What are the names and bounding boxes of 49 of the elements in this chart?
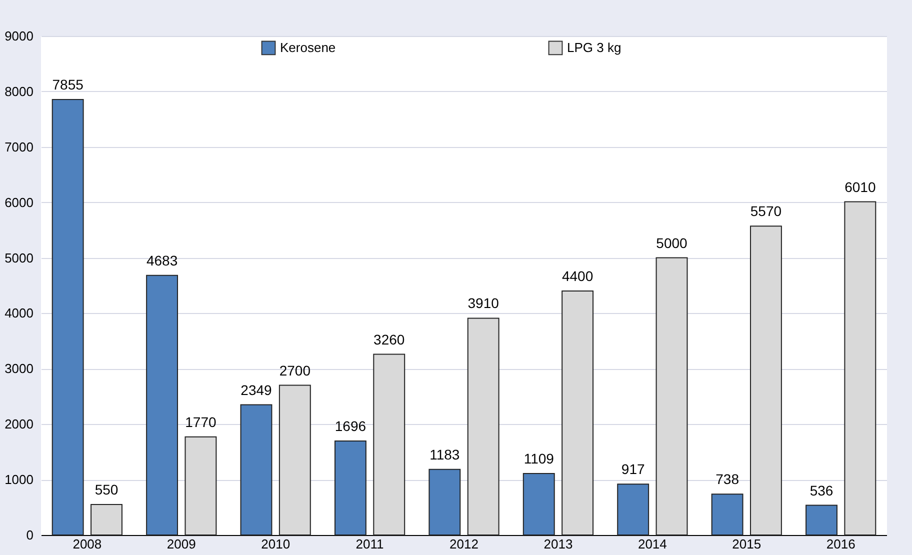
data-label: 6010 xyxy=(844,178,876,195)
bar xyxy=(52,98,84,536)
bar xyxy=(334,440,366,536)
y-tick-label: 6000 xyxy=(4,194,34,210)
x-tick-label: 2008 xyxy=(72,536,102,552)
data-label: 2349 xyxy=(240,382,272,398)
legend-label: LPG 3 kg xyxy=(567,40,622,55)
data-label: 4683 xyxy=(146,252,178,268)
data-label: 738 xyxy=(716,471,740,488)
x-tick-label: 2015 xyxy=(732,536,762,552)
y-tick-label: 9000 xyxy=(4,28,34,44)
y-tick-label: 3000 xyxy=(4,361,34,376)
bar xyxy=(146,274,178,536)
data-label: 550 xyxy=(94,482,118,498)
bar xyxy=(240,404,272,536)
data-label: 1696 xyxy=(334,418,366,434)
data-label: 1109 xyxy=(524,450,554,467)
x-tick-label: 2016 xyxy=(826,536,856,552)
data-label: 917 xyxy=(621,461,645,478)
data-label: 4400 xyxy=(562,268,594,284)
data-label: 7855 xyxy=(52,76,84,92)
bar xyxy=(428,468,461,536)
bar xyxy=(90,504,122,536)
x-tick-label: 2013 xyxy=(544,536,573,552)
data-label: 1770 xyxy=(185,414,216,430)
legend-label: Kerosene xyxy=(280,40,336,55)
y-tick-label: 2000 xyxy=(4,416,34,432)
x-tick-label: 2014 xyxy=(638,536,667,552)
x-tick-label: 2012 xyxy=(450,536,478,552)
bar xyxy=(522,473,555,536)
y-tick-label: 8000 xyxy=(4,84,34,99)
data-label: 2700 xyxy=(279,362,311,378)
data-label: 5000 xyxy=(656,234,688,251)
data-label: 536 xyxy=(810,482,834,498)
y-tick-label: 4000 xyxy=(4,306,34,321)
data-label: 3910 xyxy=(468,295,500,312)
data-label: 5570 xyxy=(750,203,782,220)
y-tick-label: 1000 xyxy=(4,472,34,488)
x-tick-label: 2010 xyxy=(261,536,290,552)
bar xyxy=(617,484,650,536)
y-tick-label: 0 xyxy=(26,528,34,542)
bar xyxy=(711,494,744,536)
x-tick-label: 2009 xyxy=(166,536,196,552)
x-tick-label: 2011 xyxy=(356,536,384,552)
y-tick-label: 7000 xyxy=(4,139,34,154)
bar xyxy=(806,504,838,536)
data-label: 3260 xyxy=(374,331,405,348)
y-tick-label: 5000 xyxy=(4,250,34,266)
data-label: 1183 xyxy=(430,446,460,462)
